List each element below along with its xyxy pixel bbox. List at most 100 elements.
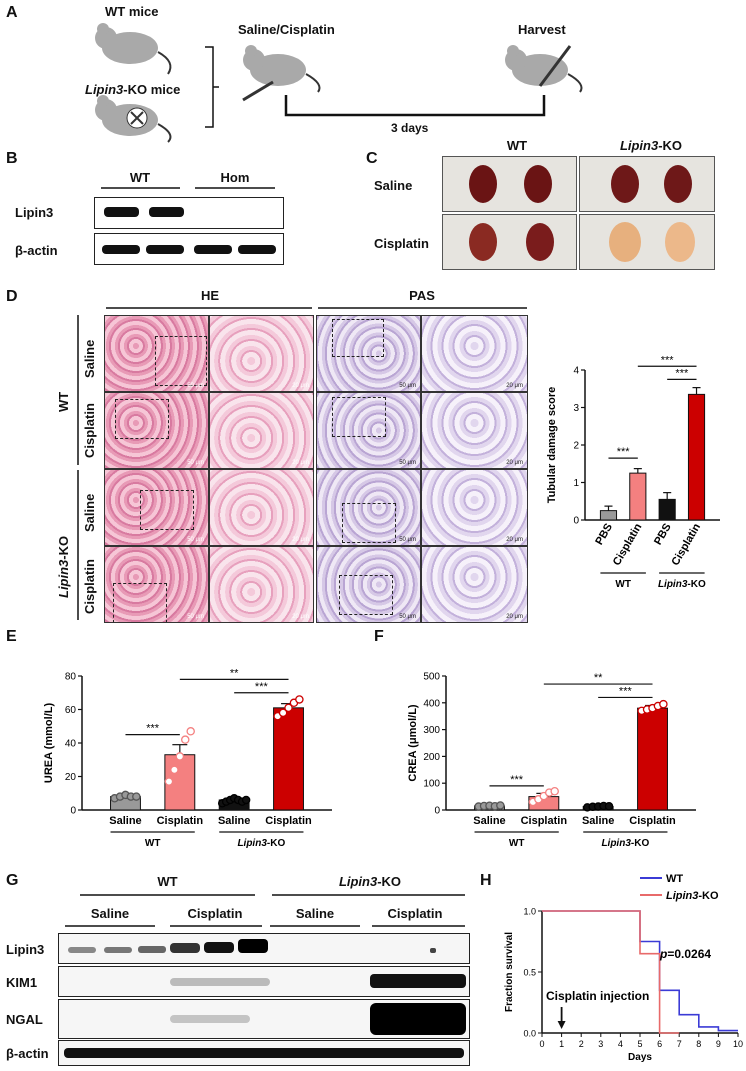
kidney-col-wt: WT (506, 138, 528, 153)
x-tick-label-8: 8 (696, 1039, 701, 1049)
y-tick-label-0: 0.0 (523, 1029, 536, 1039)
x-tick-label-5: 5 (637, 1039, 642, 1049)
x-tick-label-2: Saline (218, 815, 250, 827)
sig-label-1: ** (594, 672, 603, 684)
y-tick-label-3: 60 (65, 705, 77, 716)
x-axis-label: Days (628, 1052, 652, 1063)
panel-label-h: H (480, 872, 492, 889)
group-label-wt: WT (145, 838, 161, 849)
y-tick-label-0: 0 (70, 806, 76, 817)
y-tick-label-4: 4 (573, 366, 579, 377)
blot-g-row-kim1: KIM1 (6, 975, 38, 990)
blot-g-ngal (58, 999, 470, 1039)
panel-label-c: C (366, 150, 378, 167)
ko-mice-label: Lipin3-KO mice (85, 82, 181, 97)
x-tick-label-2: Saline (582, 815, 614, 827)
y-tick-label-4: 400 (423, 698, 440, 709)
p-value: p=0.0264 (659, 947, 711, 961)
x-tick-label-0: Saline (473, 815, 505, 827)
blot-g-sub-3: Saline (295, 906, 335, 921)
bar-1 (629, 472, 647, 521)
blot-b-row-actin: β-actin (15, 243, 58, 258)
x-tick-label-10: 10 (733, 1039, 743, 1049)
point-3-4 (659, 699, 668, 709)
bar-0 (599, 510, 618, 521)
panel-label-f: F (374, 628, 384, 645)
kidney-photo-ko-saline (579, 156, 715, 212)
point-1-0 (164, 777, 174, 786)
stain-pas: PAS (409, 288, 435, 303)
blot-g-sub-2: Cisplatin (187, 906, 243, 921)
panel-a-schematic (95, 23, 583, 143)
sig-label-1: ** (230, 667, 239, 679)
blot-g-sub-1: Saline (90, 906, 130, 921)
stain-he: HE (200, 288, 220, 303)
y-tick-label-3: 3 (573, 403, 579, 414)
mouse-icon-harvest (505, 45, 583, 93)
hist-pas-low-ko-cisplatin: 50 μm (316, 546, 421, 623)
kidney-photo-ko-cisplatin (579, 214, 715, 270)
x-tick-label-0: Saline (109, 815, 141, 827)
group-label-ko: Lipin3-KO (658, 579, 706, 590)
panel-label-b: B (6, 150, 18, 167)
hist-he-high-wt-saline: 20 μm (209, 315, 314, 392)
y-tick-label-1: 0.5 (523, 968, 536, 978)
injection-arrow-head (557, 1021, 566, 1029)
hist-pas-high-wt-cisplatin: 20 μm (421, 392, 528, 469)
legend-label-wt: WT (666, 873, 683, 885)
x-tick-label-4: 4 (618, 1039, 623, 1049)
hist-pas-low-wt-cisplatin: 50 μm (316, 392, 421, 469)
point-1-1 (170, 765, 179, 775)
x-tick-label-6: 6 (657, 1039, 662, 1049)
y-tick-label-1: 20 (65, 772, 77, 783)
x-tick-label-0: PBS (593, 522, 615, 548)
x-tick-label-1: 1 (559, 1039, 564, 1049)
group-label-wt: WT (615, 579, 631, 590)
point-3-4 (295, 695, 304, 704)
bar-3 (273, 707, 304, 811)
x-tick-label-2: 2 (579, 1039, 584, 1049)
sig-label-2: *** (675, 367, 689, 379)
blot-g-sub-4: Cisplatin (387, 906, 443, 921)
sig-label-0: *** (617, 446, 631, 458)
chart-survival: 0.0 0.5 1.0 0 1 2 3 4 5 6 7 8 9 10 Days Fraction surviv… (504, 873, 743, 1063)
harvest-label: Harvest (518, 22, 566, 37)
mouse-icon-wt (95, 23, 172, 75)
bracket (205, 46, 219, 128)
kidney-photo-wt-saline (442, 156, 577, 212)
point-2-6 (241, 795, 251, 805)
survival-line-1 (542, 910, 680, 1034)
hist-pas-high-ko-cisplatin: 20 μm (421, 546, 528, 623)
y-tick-label-2: 2 (573, 441, 579, 452)
duration-label: 3 days (391, 121, 429, 135)
blot-g-actin (58, 1040, 470, 1066)
x-tick-label-7: 7 (677, 1039, 682, 1049)
bar-3 (637, 707, 668, 811)
point-2-4 (604, 801, 614, 811)
point-3-1 (278, 708, 288, 718)
hist-pas-low-ko-saline: 50 μm (316, 469, 421, 546)
sig-label-2: *** (255, 681, 269, 693)
hist-pas-high-wt-saline: 20 μm (421, 315, 528, 392)
sig-label-1: *** (661, 354, 675, 366)
group-label-ko: Lipin3-KO (601, 838, 649, 849)
x-tick-label-2: PBS (652, 522, 674, 548)
x-tick-label-1: Cisplatin (611, 521, 645, 567)
point-0-4 (132, 792, 141, 801)
legend-label-ko: Lipin3-KO (666, 890, 719, 902)
sig-label-0: *** (146, 723, 160, 735)
wt-mice-label: WT mice (105, 4, 159, 19)
x-tick-label-0: 0 (539, 1039, 544, 1049)
y-tick-label-2: 40 (65, 739, 77, 750)
sig-label-0: *** (510, 774, 524, 786)
blot-b-actin (94, 233, 284, 265)
blot-b-lipin3 (94, 197, 284, 229)
kidney-col-ko: Lipin3-KO (619, 138, 683, 153)
sig-label-2: *** (619, 685, 633, 697)
blot-g-row-lipin3: Lipin3 (6, 942, 45, 957)
y-tick-label-5: 500 (423, 672, 440, 683)
y-tick-label-2: 200 (423, 752, 440, 763)
hist-pas-high-ko-saline: 20 μm (421, 469, 528, 546)
y-axis-label: CREA (μmol/L) (407, 704, 419, 782)
y-axis-label: UREA (mmol/L) (43, 703, 55, 784)
